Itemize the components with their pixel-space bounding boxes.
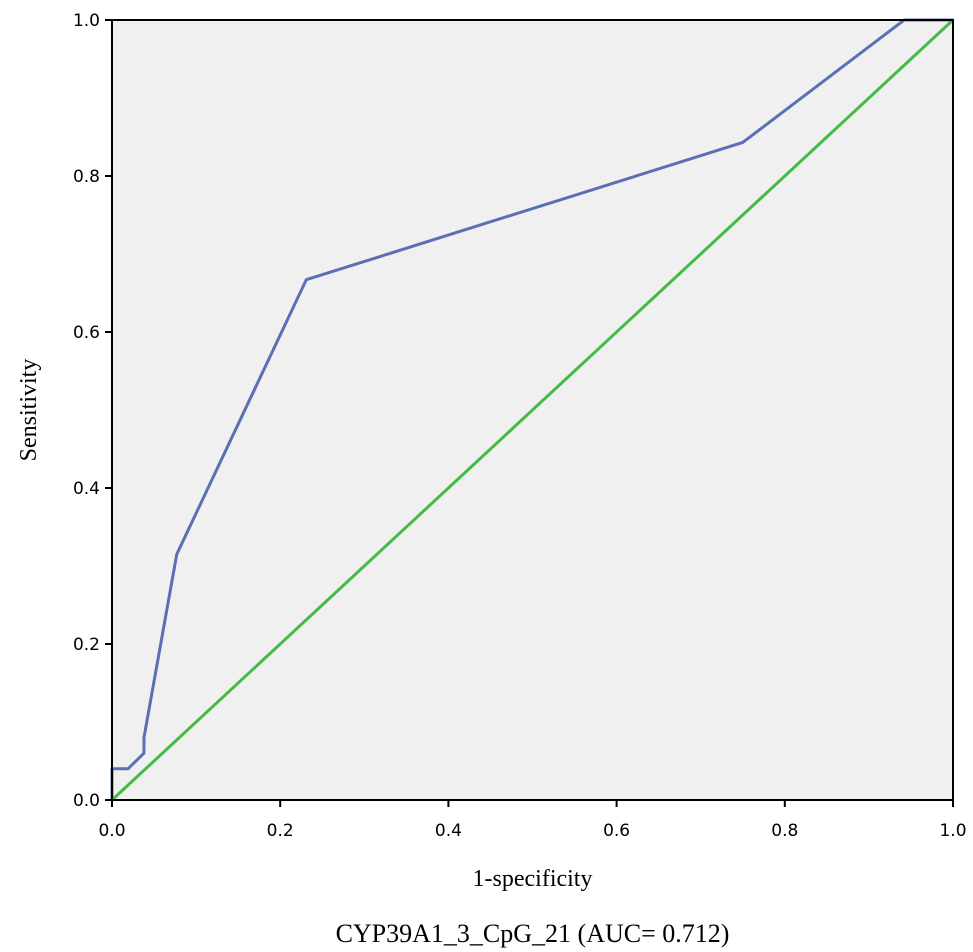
x-tick-label: 0.6 bbox=[603, 821, 630, 841]
y-axis-title: Sensitivity bbox=[16, 359, 42, 462]
y-tick-label: 1.0 bbox=[73, 11, 100, 31]
y-tick-label: 0.2 bbox=[73, 635, 100, 655]
y-axis: 0.0 0.2 0.4 0.6 0.8 1.0 bbox=[73, 11, 112, 811]
plot-frame bbox=[111, 19, 954, 801]
x-tick-label: 0.4 bbox=[435, 821, 462, 841]
roc-curve-line bbox=[110, 18, 953, 800]
y-tick-label: 0.6 bbox=[73, 323, 100, 343]
y-tick-label: 0.4 bbox=[73, 479, 100, 499]
y-tick-label: 0.8 bbox=[73, 167, 100, 187]
x-tick-label: 0.8 bbox=[771, 821, 798, 841]
x-tick-label: 0.2 bbox=[267, 821, 294, 841]
chart-caption: CYP39A1_3_CpG_21 (AUC= 0.712) bbox=[336, 919, 730, 948]
y-tick-label: 0.0 bbox=[73, 791, 100, 811]
x-axis: 0.0 0.2 0.4 0.6 0.8 1.0 bbox=[98, 800, 967, 841]
x-axis-title: 1-specificity bbox=[473, 866, 593, 892]
reference-diagonal-line bbox=[110, 18, 955, 802]
x-tick-label: 0.0 bbox=[98, 821, 125, 841]
series-layer bbox=[110, 18, 955, 802]
x-tick-label: 1.0 bbox=[939, 821, 966, 841]
